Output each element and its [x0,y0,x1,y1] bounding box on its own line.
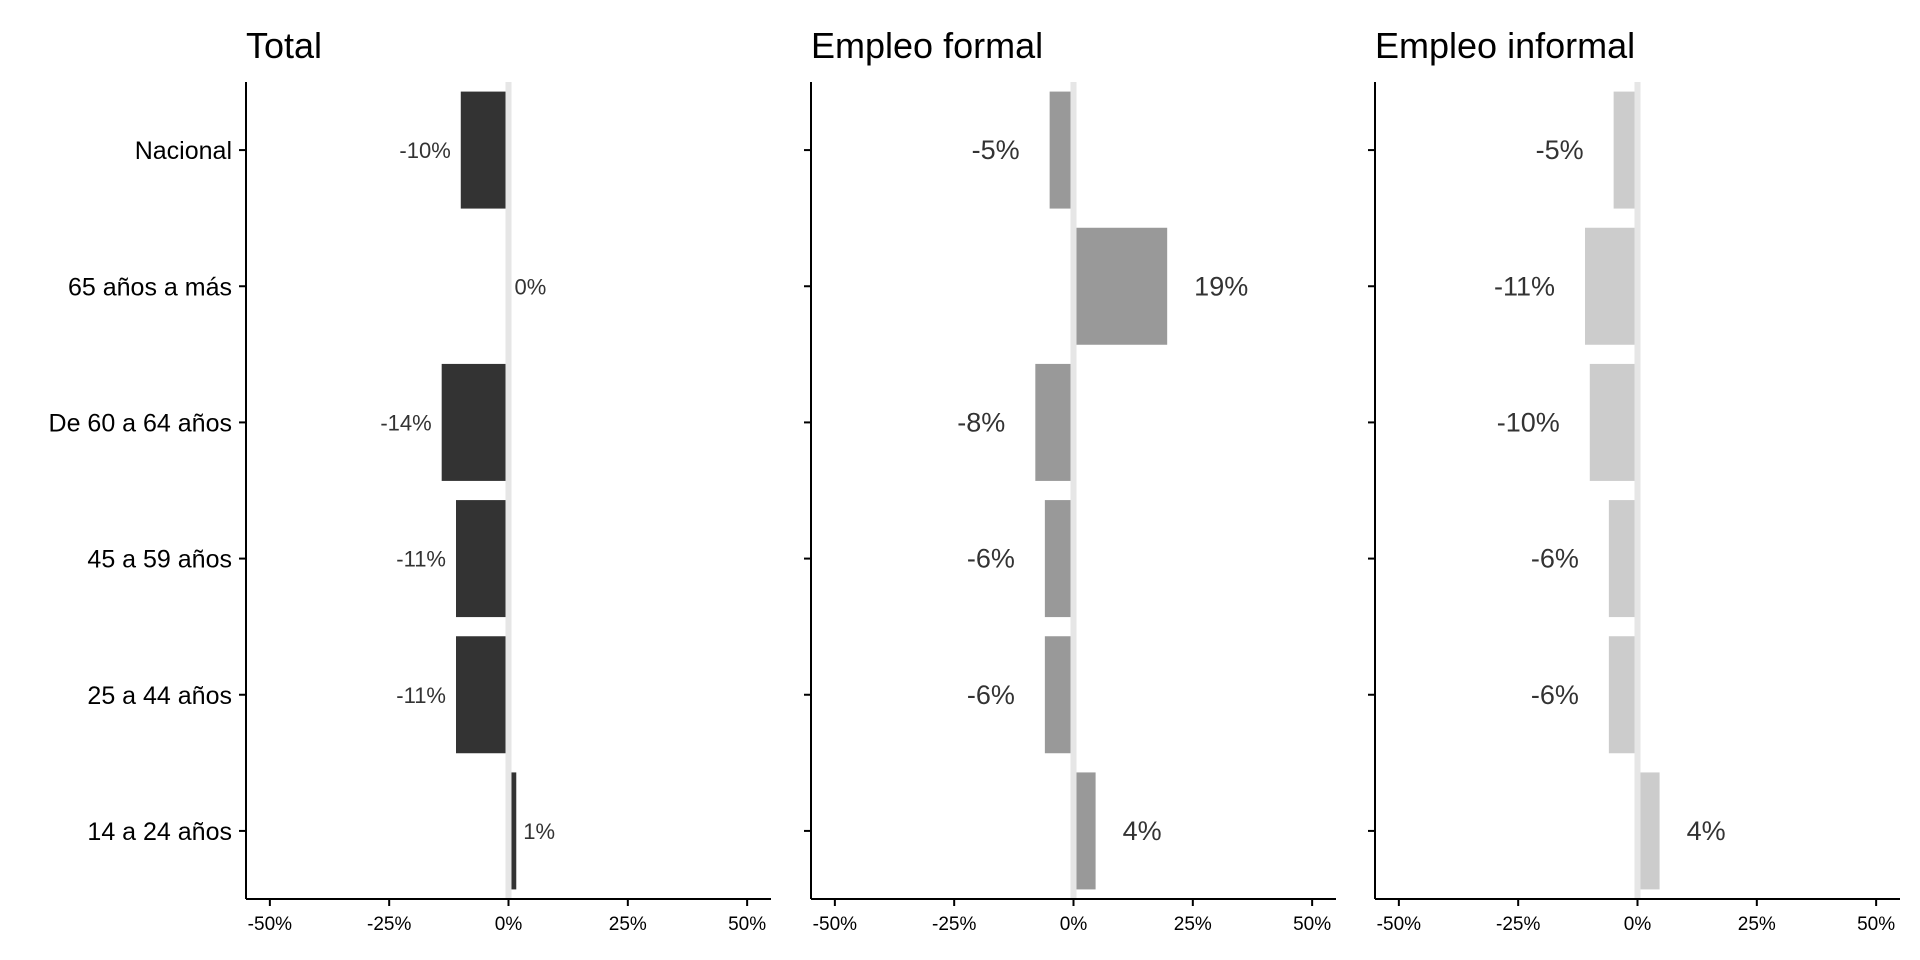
bar [1044,636,1071,754]
x-tick-label: 25% [1174,914,1212,935]
panel-title: Empleo informal [1375,25,1635,66]
category-label: De 60 a 64 años [49,409,232,437]
bar [1076,772,1096,890]
bar [456,500,506,618]
data-label: -10% [1497,407,1560,437]
category-label: 25 a 44 años [87,682,232,710]
x-tick-label: 0% [1060,914,1088,935]
panel-title: Total [246,25,322,66]
bar [1035,363,1071,481]
data-label: -10% [399,138,450,163]
x-tick-label: 50% [728,914,766,935]
data-label: -5% [972,135,1020,165]
data-label: 0% [515,274,547,299]
x-tick-label: 50% [1857,914,1895,935]
bar [511,772,517,890]
x-tick-label: 0% [495,914,523,935]
x-tick-label: 0% [1624,914,1652,935]
bar [460,91,506,209]
panel-3: Empleo informal -5% -11% -10% -6% -6% 4% -50% -2… [1368,25,1900,935]
category-label: 65 años a más [68,273,232,301]
x-tick-label: -25% [367,914,411,935]
x-tick-label: -50% [248,914,292,935]
bar [441,363,506,481]
data-label: 4% [1123,816,1162,846]
data-label: -6% [967,544,1015,574]
panel-2: Empleo formal -5% 19% -8% -6% -6% 4% -50% -25% 0%… [804,25,1336,935]
x-tick-label: -25% [932,914,976,935]
x-tick-label: -25% [1496,914,1540,935]
data-label: 19% [1194,271,1248,301]
data-label: -11% [396,547,446,572]
category-label: Nacional [135,137,232,165]
data-label: -6% [1531,544,1579,574]
data-label: -5% [1536,135,1584,165]
panel-title: Empleo formal [811,25,1043,66]
bar [1049,91,1071,209]
data-label: -6% [1531,680,1579,710]
bar [1589,363,1635,481]
data-label: -8% [957,407,1005,437]
data-label: -11% [396,683,446,708]
x-tick-label: 25% [609,914,647,935]
bar [456,636,506,754]
x-tick-label: -50% [1377,914,1421,935]
bar [1640,772,1660,890]
x-tick-label: 50% [1293,914,1331,935]
bar [1076,227,1168,345]
bar [1044,500,1071,618]
panel-1: Total -10% 0% -14% -11% -11% 1% -50% -25% 0% 25% 50… [49,25,771,935]
bar [1608,500,1635,618]
data-label: -6% [967,680,1015,710]
bar [1613,91,1635,209]
data-label: -14% [380,410,431,435]
bar [1585,227,1635,345]
data-label: 1% [523,819,555,844]
x-tick-label: -50% [813,914,857,935]
category-label: 45 a 59 años [87,546,232,574]
bar [1608,636,1635,754]
category-label: 14 a 24 años [87,818,232,846]
x-tick-label: 25% [1738,914,1776,935]
data-label: -11% [1494,271,1555,301]
data-label: 4% [1687,816,1726,846]
